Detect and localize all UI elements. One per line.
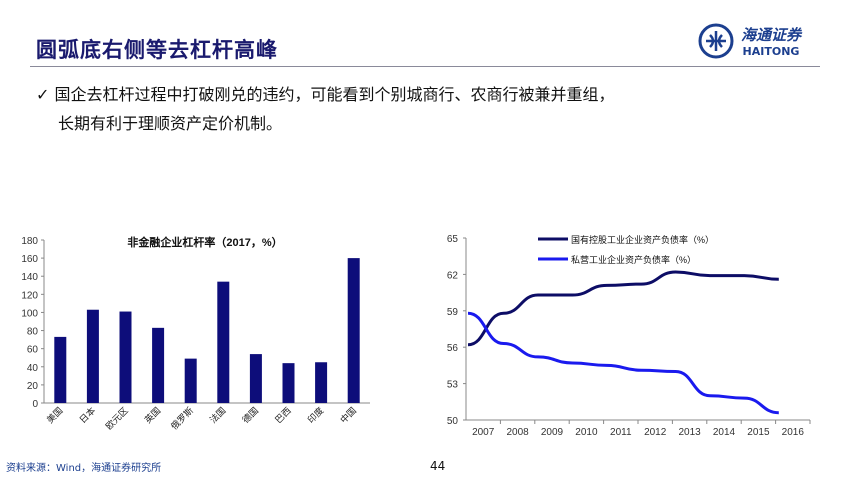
y-tick-label: 62 [447,270,459,281]
bullet-line-2: 长期有利于理顺资产定价机制。 [58,114,283,133]
x-tick-label: 2014 [713,427,736,438]
x-tick-label: 2007 [472,427,495,438]
bar-9 [347,258,360,403]
x-tick-label: 德国 [240,405,261,426]
logo-cn: 海通证券 [741,26,802,44]
source-note: 资料来源：Wind，海通证券研究所 [6,463,162,474]
y-tick-label: 100 [21,308,38,319]
y-tick-label: 56 [447,343,459,354]
y-tick-label: 20 [27,381,39,392]
x-tick-label: 2016 [782,427,805,438]
x-tick-label: 2013 [678,427,701,438]
x-tick-label: 法国 [207,405,228,426]
y-tick-label: 180 [21,236,38,247]
y-tick-label: 50 [447,416,459,427]
logo-en: HAITONG [742,45,800,58]
page-number: 44 [430,459,446,473]
line-chart: 50 53 56 59 62 65 2007 2008 2009 2010 2011 2012 2013… [447,234,811,438]
x-tick-label: 2010 [575,427,598,438]
x-tick-label: 印度 [305,405,326,426]
x-tick-label: 2011 [610,427,632,438]
bar-0 [54,336,67,403]
y-tick-label: 65 [447,234,459,245]
bar-3 [152,327,165,403]
series-line-1 [467,311,779,415]
x-tick-label: 英国 [142,405,163,426]
x-tick-label: 巴西 [273,405,293,425]
y-tick-label: 120 [21,290,38,301]
bar-chart: 非金融企业杠杆率（2017，%） 0 20 40 60 80 100 120 140 160 180… [21,235,370,432]
bar-2 [119,311,132,403]
bar-1 [86,309,99,403]
chart-title: 非金融企业杠杆率（2017，%） [127,235,282,249]
y-tick-label: 59 [447,307,459,318]
x-tick-label: 美国 [44,405,65,426]
bar-6 [249,354,262,403]
legend-label-0: 国有控股工业企业资产负债率（%） [571,234,714,245]
x-tick-label: 2008 [506,427,529,438]
bullet-line-1: ✓ 国企去杠杆过程中打破刚兑的违约，可能看到个别城商行、农商行被兼并重组， [36,85,615,104]
haitong-emblem-icon [698,23,734,59]
x-tick-label: 2009 [541,427,564,438]
x-tick-label: 2015 [747,427,770,438]
x-tick-label: 日本 [77,405,98,426]
bar-5 [217,281,230,403]
legend-label-1: 私营工业企业资产负债率（%） [571,254,696,265]
y-tick-label: 53 [447,380,459,391]
bar-7 [282,363,295,403]
bar-4 [184,358,197,403]
y-tick-label: 140 [21,272,38,283]
y-tick-label: 160 [21,254,38,265]
y-tick-label: 80 [27,327,39,338]
bar-8 [315,362,328,403]
haitong-logo: 海通证券 HAITONG [697,22,801,60]
x-tick-label: 2012 [644,427,667,438]
x-tick-label: 欧元区 [103,405,130,432]
series-line-0 [467,270,779,347]
bullet-text: ✓ 国企去杠杆过程中打破刚兑的违约，可能看到个别城商行、农商行被兼并重组， 长期… [36,80,826,138]
y-tick-label: 60 [27,345,39,356]
x-tick-label: 俄罗斯 [168,405,195,432]
page-title: 圆弧底右侧等去杠杆高峰 [36,38,278,62]
y-tick-label: 40 [27,363,39,374]
y-tick-label: 0 [32,399,38,410]
x-tick-label: 中国 [338,405,359,426]
title-divider [30,66,820,67]
